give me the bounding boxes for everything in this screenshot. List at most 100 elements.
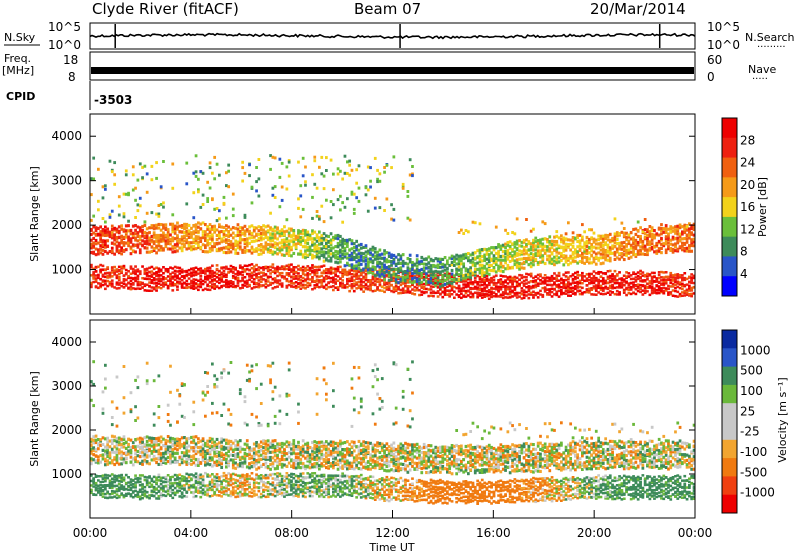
- power-cell: [297, 233, 300, 237]
- power-cell: [592, 237, 596, 241]
- power-cell: [327, 271, 331, 275]
- velocity-cell: [138, 483, 142, 487]
- power-cell: [266, 238, 270, 242]
- power-cell: [441, 269, 445, 273]
- power-cell: [469, 260, 473, 264]
- power-cell: [415, 261, 419, 265]
- power-cell: [145, 233, 149, 237]
- power-cell: [348, 253, 352, 257]
- power-cell: [171, 289, 175, 292]
- power-cell: [359, 262, 363, 266]
- power-cell: [446, 262, 449, 266]
- power-cell: [681, 278, 684, 281]
- power-colorbar-label: Power [dB]: [756, 177, 769, 237]
- power-cell: [255, 276, 258, 280]
- power-cell: [325, 274, 328, 278]
- power-cell: [443, 263, 447, 267]
- noise-right-label: N.Search: [745, 31, 795, 44]
- power-cell: [422, 257, 426, 261]
- power-cell: [273, 280, 277, 284]
- power-cell: [90, 266, 93, 269]
- power-cell: [138, 248, 142, 252]
- power-cell: [238, 279, 242, 283]
- power-cell: [178, 224, 182, 228]
- power-cell: [546, 276, 549, 279]
- power-cell: [166, 284, 170, 288]
- power-cell: [164, 223, 168, 227]
- power-cell: [162, 160, 165, 163]
- power-cell: [497, 285, 500, 289]
- power-cell: [518, 252, 521, 256]
- power-cell: [117, 279, 121, 282]
- power-cell: [148, 231, 151, 235]
- power-cell: [297, 282, 300, 286]
- power-cell: [215, 207, 219, 210]
- power-cell: [355, 269, 359, 272]
- power-cell: [525, 286, 528, 289]
- power-cell: [476, 283, 480, 286]
- power-cell: [571, 241, 575, 245]
- power-cell: [515, 293, 519, 296]
- power-cell: [485, 271, 489, 275]
- power-cell: [350, 247, 354, 251]
- power-cell: [271, 193, 275, 197]
- power-cell: [485, 248, 489, 252]
- power-cell: [548, 288, 552, 291]
- power-cell: [564, 254, 568, 258]
- power-cell: [110, 231, 114, 235]
- power-cell: [674, 244, 677, 248]
- power-cell: [636, 283, 640, 286]
- power-cell: [457, 265, 461, 269]
- power-cell: [480, 255, 484, 259]
- power-cell: [252, 228, 256, 232]
- power-cell: [632, 285, 635, 289]
- velocity-cell: [115, 443, 119, 447]
- power-cell: [152, 242, 156, 246]
- power-cell: [453, 258, 456, 262]
- power-cell: [192, 230, 196, 234]
- power-cell: [555, 247, 559, 251]
- power-cell: [399, 291, 403, 295]
- velocity-heatmap: [90, 360, 696, 505]
- power-cell: [171, 267, 175, 270]
- power-cell: [420, 282, 424, 286]
- power-cell: [315, 247, 319, 251]
- power-cell: [348, 289, 352, 293]
- power-cell: [671, 285, 675, 288]
- power-cell: [390, 166, 393, 170]
- power-cell: [525, 294, 528, 297]
- power-cell: [206, 234, 210, 238]
- power-cell: [90, 193, 93, 197]
- power-cell: [601, 286, 605, 290]
- power-cell: [546, 245, 549, 249]
- power-cell: [383, 252, 386, 256]
- power-cell: [90, 274, 93, 277]
- power-cell: [576, 290, 580, 293]
- power-cell: [106, 276, 110, 279]
- velocity-cell: [108, 454, 112, 458]
- power-cell: [450, 293, 454, 296]
- power-cell: [574, 284, 577, 288]
- power-cell: [508, 290, 512, 293]
- power-cell: [487, 289, 491, 292]
- power-cell: [681, 274, 684, 277]
- power-cell: [429, 267, 433, 271]
- power-cell: [618, 247, 621, 251]
- power-cell: [480, 293, 484, 297]
- power-cell: [162, 239, 165, 243]
- power-cell: [211, 275, 214, 279]
- power-cell: [511, 282, 514, 286]
- power-cell: [129, 279, 133, 283]
- power-cell: [104, 184, 107, 188]
- power-cell: [129, 252, 133, 256]
- power-cell: [562, 282, 566, 285]
- power-cell: [180, 224, 184, 228]
- power-cell: [476, 291, 480, 294]
- power-cell: [90, 251, 93, 255]
- velocity-cell: [129, 480, 133, 484]
- velocity-cell: [127, 488, 130, 492]
- power-cell: [117, 235, 121, 239]
- power-cell: [220, 240, 224, 244]
- power-cell: [271, 277, 275, 281]
- power-cell: [662, 244, 666, 248]
